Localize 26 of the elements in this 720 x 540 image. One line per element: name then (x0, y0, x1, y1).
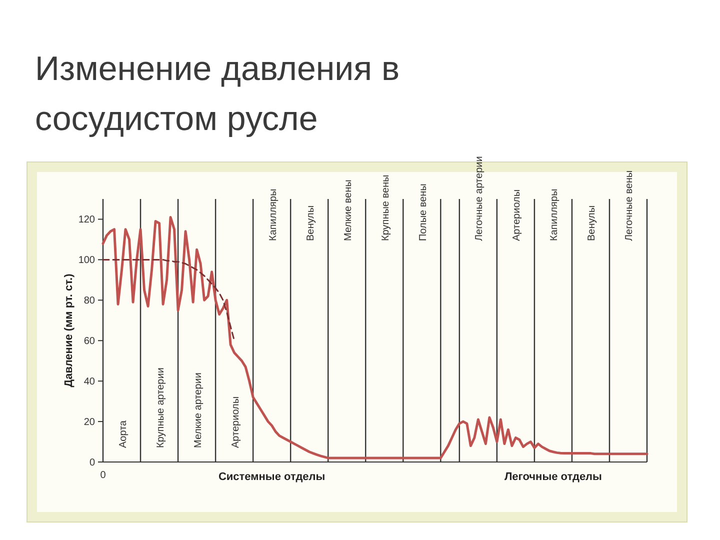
y-tick-label: 100 (78, 255, 96, 266)
y-tick-label: 80 (84, 296, 96, 307)
y-tick-label: 20 (84, 417, 96, 428)
x-tick-label: Венулы (586, 205, 598, 241)
x-tick-label: Легочные вены (624, 170, 636, 241)
x-tick-label: Венулы (305, 205, 316, 241)
x-tick-label: Мелкие артерии (192, 372, 204, 448)
x-tick-label: Легочные артерии (474, 156, 486, 241)
x-tick-label: Полые вены (418, 184, 429, 241)
line-series (102, 258, 236, 342)
chart-title: Изменение давления в сосудистом русле (35, 50, 400, 138)
text: Легочные отделы (504, 471, 602, 483)
x-tick-label: Аорта (118, 420, 129, 448)
x-tick-label: Артериолы (512, 189, 523, 241)
y-tick-label: 0 (89, 458, 96, 468)
x-tick-label: Крупные артерии (155, 368, 166, 448)
x-tick-label: Мелкие вены (342, 180, 354, 241)
x-tick-label: Крупные вены (380, 174, 392, 241)
x-tick-label: Капилляры (549, 188, 560, 241)
text: Системные отделы (218, 471, 326, 483)
y-tick-label: 40 (84, 376, 96, 388)
y-tick-label: 60 (84, 336, 96, 348)
x-tick-label: Капилляры (268, 188, 279, 241)
x-tick-label: Артериолы (230, 396, 242, 448)
y-axis-title: Давление (мм рт. ст.) (63, 273, 75, 388)
y-tick-label: 120 (78, 214, 96, 226)
